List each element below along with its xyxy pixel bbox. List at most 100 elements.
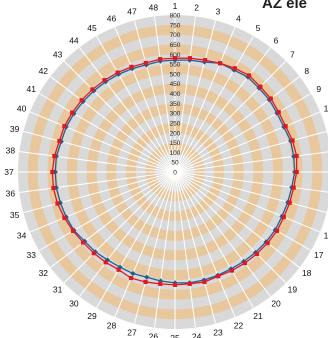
series-2-point [217, 61, 223, 66]
spoke-line [133, 171, 176, 324]
series-2-point [246, 73, 252, 78]
series-2-point [290, 138, 295, 143]
series-1-point [158, 278, 164, 284]
spoke-labels: 1234567891011121314151617181920212223242… [4, 1, 328, 338]
spoke-label-20: 20 [271, 299, 281, 309]
spoke-line [23, 171, 176, 214]
spoke-label-38: 38 [6, 145, 16, 155]
spoke-line [63, 60, 176, 173]
spoke-label-42: 42 [39, 66, 49, 76]
spoke-line [174, 171, 312, 251]
radial-tick-label: 150 [170, 140, 181, 147]
spoke-line [174, 60, 287, 173]
spoke-label-23: 23 [213, 327, 223, 337]
radial-spokes [18, 15, 328, 329]
spoke-line [114, 26, 176, 173]
spoke-label-45: 45 [87, 23, 97, 33]
spoke-label-39: 39 [10, 124, 20, 134]
spoke-label-18: 18 [302, 268, 312, 278]
spoke-line [19, 171, 176, 193]
spoke-line [50, 76, 176, 173]
series-2-point [216, 274, 221, 279]
spoke-label-7: 7 [290, 50, 295, 60]
spoke-label-6: 6 [274, 35, 279, 45]
spoke-line [174, 130, 327, 173]
spoke-line [174, 171, 254, 309]
spoke-line [19, 151, 176, 173]
spoke-label-16: 16 [324, 231, 328, 241]
spoke-line [96, 171, 176, 309]
spoke-line [38, 93, 176, 173]
spoke-label-36: 36 [6, 189, 16, 199]
series-2-point [143, 279, 148, 285]
series-2-point [62, 215, 67, 220]
spoke-label-43: 43 [53, 50, 63, 60]
spoke-label-46: 46 [107, 14, 117, 24]
radial-tick-label: 550 [170, 62, 181, 69]
spoke-line [174, 26, 236, 173]
radial-tick-label: 500 [170, 71, 181, 78]
spoke-line [154, 171, 176, 328]
series-2-point [283, 124, 288, 129]
series-2-point [294, 169, 299, 175]
spoke-label-37: 37 [4, 167, 14, 177]
series-2-point [281, 214, 286, 220]
spoke-label-47: 47 [127, 7, 137, 17]
spoke-line [174, 171, 300, 268]
series-2-point [258, 84, 263, 89]
spoke-label-5: 5 [256, 23, 261, 33]
spoke-line [50, 171, 176, 268]
spoke-line [174, 35, 254, 173]
spoke-label-30: 30 [69, 299, 79, 309]
series-2-point [55, 201, 60, 206]
spoke-line [29, 111, 176, 173]
series-2-point [158, 57, 163, 62]
radial-tick-label: 200 [170, 130, 181, 137]
spoke-label-27: 27 [127, 327, 137, 337]
series-2-point [51, 185, 56, 191]
series-2-point [291, 185, 296, 190]
spoke-label-8: 8 [304, 66, 309, 76]
spoke-line [174, 93, 312, 173]
series-2-point [242, 260, 247, 266]
spoke-line [23, 130, 176, 173]
radial-tick-label: 50 [171, 160, 179, 167]
series-2-point [52, 154, 57, 159]
spoke-line [174, 171, 236, 318]
spoke-label-29: 29 [87, 311, 97, 321]
spoke-label-24: 24 [192, 332, 202, 338]
series-1-point [117, 264, 123, 270]
radial-tick-label: 650 [170, 42, 181, 49]
spoke-label-4: 4 [236, 14, 241, 24]
spoke-line [174, 171, 328, 193]
radial-tick-label: 600 [170, 52, 181, 59]
spoke-label-10: 10 [324, 103, 328, 113]
spoke-line [154, 16, 176, 173]
spoke-label-35: 35 [10, 210, 20, 220]
series-2-point [70, 228, 76, 233]
spoke-label-40: 40 [17, 103, 27, 113]
series-2-point [57, 138, 62, 144]
series-2-point [79, 98, 84, 103]
spoke-label-48: 48 [149, 2, 159, 12]
radial-tick-label: 800 [170, 13, 181, 20]
series-2-point [287, 200, 292, 205]
series-2-point [294, 153, 299, 159]
spoke-line [174, 76, 300, 173]
spoke-line [174, 171, 321, 233]
spoke-line [79, 47, 176, 173]
series-2-point [128, 275, 134, 281]
spoke-label-2: 2 [194, 2, 199, 12]
radial-tick-label: 750 [170, 22, 181, 29]
series-2-point [143, 60, 148, 66]
spoke-line [38, 171, 176, 251]
spoke-line [174, 151, 328, 173]
radial-tick-label: 300 [170, 111, 181, 118]
series-2-point [202, 58, 208, 63]
spoke-label-22: 22 [234, 320, 244, 330]
spoke-label-32: 32 [39, 268, 49, 278]
spoke-line [63, 171, 176, 284]
spoke-line [174, 171, 287, 284]
series-2-point [172, 282, 178, 287]
